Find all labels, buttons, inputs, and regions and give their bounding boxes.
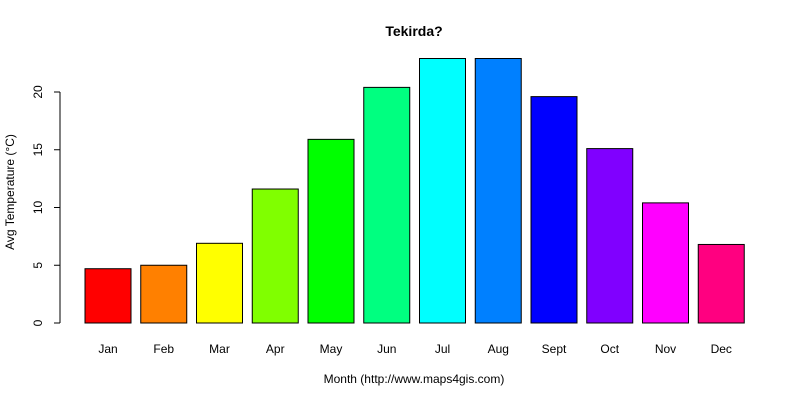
bar-jun <box>363 86 411 324</box>
y-tick-label: 15 <box>31 143 45 157</box>
bar-jul <box>419 58 466 324</box>
bar-aug <box>474 58 522 324</box>
bar-feb <box>140 264 188 324</box>
bar-nov <box>642 202 689 324</box>
x-tick-label: Sept <box>542 342 567 356</box>
bar-may <box>307 138 355 324</box>
x-tick-label: Nov <box>655 342 676 356</box>
chart-title: Tekirda? <box>385 23 442 39</box>
bars <box>84 58 745 324</box>
bar-sept <box>530 96 578 324</box>
x-tick-label: Dec <box>711 342 732 356</box>
bar-jan <box>84 268 132 324</box>
x-tick-label: Jan <box>98 342 117 356</box>
x-tick-labels: Jan Feb Mar Apr May Jun Jul Aug Sept Oct Nov Dec <box>98 342 732 356</box>
bar-oct <box>586 148 634 324</box>
x-tick-label: Jul <box>435 342 450 356</box>
x-tick-label: Feb <box>153 342 174 356</box>
x-tick-label: Oct <box>600 342 619 356</box>
y-tick-label: 5 <box>31 262 45 269</box>
x-tick-label: Mar <box>209 342 230 356</box>
y-tick-label: 0 <box>31 319 45 326</box>
x-tick-label: Apr <box>266 342 285 356</box>
y-axis-label: Avg Temperature (°C) <box>3 134 17 250</box>
y-tick-label: 10 <box>31 201 45 215</box>
x-axis-label: Month (http://www.maps4gis.com) <box>324 372 505 386</box>
x-tick-label: Aug <box>488 342 509 356</box>
x-tick-label: May <box>320 342 343 356</box>
bar-apr <box>251 188 299 324</box>
y-tick-label: 20 <box>31 85 45 99</box>
x-tick-label: Jun <box>377 342 396 356</box>
y-axis: 0 5 10 15 20 <box>31 85 61 326</box>
bar-dec <box>697 243 745 324</box>
bar-mar <box>196 242 243 324</box>
